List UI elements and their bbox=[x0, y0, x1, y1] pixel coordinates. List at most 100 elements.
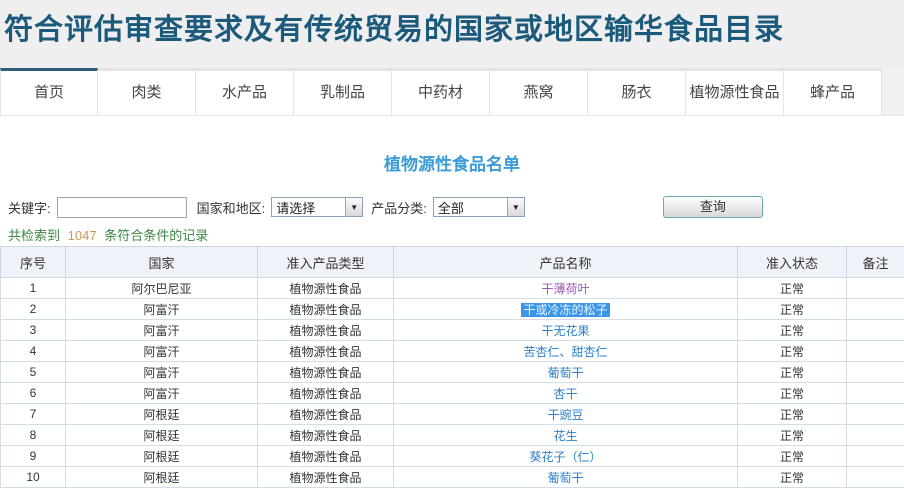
keyword-input[interactable] bbox=[56, 196, 187, 218]
product-link[interactable]: 杏干 bbox=[553, 387, 577, 401]
product-name: 杏干 bbox=[553, 386, 578, 401]
nav-tab-label: 水产品 bbox=[221, 84, 267, 101]
header-no: 序号 bbox=[0, 246, 66, 278]
chevron-down-icon[interactable]: ▼ bbox=[345, 198, 363, 216]
header-product: 产品名称 bbox=[393, 246, 738, 278]
product-name: 花生 bbox=[553, 428, 578, 443]
header-country: 国家 bbox=[65, 246, 258, 278]
keyword-label: 关键字: bbox=[8, 200, 51, 216]
nav-tab-label: 乳制品 bbox=[319, 84, 365, 101]
cell-status: 正常 bbox=[737, 298, 847, 320]
chevron-down-icon[interactable]: ▼ bbox=[506, 198, 524, 216]
nav-tab[interactable]: 蜂产品 bbox=[784, 68, 882, 115]
cell-type: 植物源性食品 bbox=[257, 424, 394, 446]
page-banner: 符合评估审查要求及有传统贸易的国家或地区输华食品目录 bbox=[0, 0, 904, 68]
product-link[interactable]: 葡萄干 bbox=[547, 471, 583, 485]
query-button[interactable]: 查询 bbox=[662, 196, 763, 218]
cell-no: 2 bbox=[0, 298, 66, 320]
cell-no: 5 bbox=[0, 361, 66, 383]
cell-no: 6 bbox=[0, 382, 66, 404]
nav-tab[interactable]: 乳制品 bbox=[294, 68, 392, 115]
cell-status: 正常 bbox=[737, 466, 847, 488]
section-title: 植物源性食品名单 bbox=[384, 155, 520, 174]
table-row: 5 阿富汗 植物源性食品 葡萄干 正常 bbox=[0, 361, 904, 383]
country-select-value: 请选择 bbox=[276, 200, 316, 216]
cell-status: 正常 bbox=[737, 277, 847, 299]
product-name: 葵花子（仁） bbox=[529, 449, 602, 464]
search-form: 关键字: 国家和地区: 请选择 ▼ 产品分类: 全部 ▼ 查询 bbox=[8, 196, 904, 218]
product-name: 葡萄干 bbox=[547, 470, 584, 485]
cell-type: 植物源性食品 bbox=[257, 277, 394, 299]
product-link[interactable]: 干或冷冻的松子 bbox=[521, 302, 610, 317]
nav-tab[interactable]: 中药材 bbox=[392, 68, 490, 115]
cell-status: 正常 bbox=[737, 340, 847, 362]
table-header: 序号 国家 准入产品类型 产品名称 准入状态 备注 bbox=[0, 246, 904, 278]
cell-country: 阿根廷 bbox=[65, 445, 258, 467]
cell-remark bbox=[846, 277, 904, 299]
nav-tab[interactable]: 肠衣 bbox=[588, 68, 686, 115]
nav-tab-label: 蜂产品 bbox=[809, 84, 855, 101]
cell-type: 植物源性食品 bbox=[257, 445, 394, 467]
cell-type: 植物源性食品 bbox=[257, 298, 394, 320]
cell-country: 阿根廷 bbox=[65, 424, 258, 446]
country-select[interactable]: 请选择 ▼ bbox=[271, 197, 364, 217]
nav-tab-label: 中药材 bbox=[417, 84, 463, 101]
product-link[interactable]: 干薄荷叶 bbox=[541, 282, 589, 296]
product-link[interactable]: 葵花子（仁） bbox=[529, 450, 601, 464]
nav-tab[interactable]: 肉类 bbox=[98, 68, 196, 115]
category-select[interactable]: 全部 ▼ bbox=[432, 197, 525, 217]
cell-product: 干薄荷叶 bbox=[393, 277, 738, 299]
table-row: 1 阿尔巴尼亚 植物源性食品 干薄荷叶 正常 bbox=[0, 277, 904, 299]
cell-country: 阿富汗 bbox=[65, 361, 258, 383]
nav-tab-label: 植物源性食品 bbox=[689, 84, 780, 101]
country-label: 国家和地区: bbox=[196, 200, 266, 216]
cell-product: 葵花子（仁） bbox=[393, 445, 738, 467]
category-select-value: 全部 bbox=[437, 200, 464, 216]
product-name: 苦杏仁、甜杏仁 bbox=[523, 344, 608, 359]
cell-type: 植物源性食品 bbox=[257, 319, 394, 341]
cell-type: 植物源性食品 bbox=[257, 466, 394, 488]
cell-product: 葡萄干 bbox=[393, 466, 738, 488]
cell-type: 植物源性食品 bbox=[257, 403, 394, 425]
nav-tab-label: 肉类 bbox=[131, 84, 162, 101]
nav-tab[interactable]: 首页 bbox=[0, 68, 98, 115]
nav-tab[interactable]: 水产品 bbox=[196, 68, 294, 115]
table-row: 8 阿根廷 植物源性食品 花生 正常 bbox=[0, 424, 904, 446]
nav-tab[interactable]: 植物源性食品 bbox=[686, 68, 784, 115]
result-summary-suffix: 条符合条件的记录 bbox=[104, 228, 209, 243]
product-link[interactable]: 苦杏仁、甜杏仁 bbox=[523, 345, 607, 359]
cell-type: 植物源性食品 bbox=[257, 361, 394, 383]
table-row: 2 阿富汗 植物源性食品 干或冷冻的松子 正常 bbox=[0, 298, 904, 320]
cell-remark bbox=[846, 298, 904, 320]
cell-product: 干或冷冻的松子 bbox=[393, 298, 738, 320]
cell-no: 1 bbox=[0, 277, 66, 299]
nav-tab-label: 首页 bbox=[33, 84, 64, 101]
cell-country: 阿富汗 bbox=[65, 382, 258, 404]
product-link[interactable]: 花生 bbox=[553, 429, 577, 443]
table-body: 1 阿尔巴尼亚 植物源性食品 干薄荷叶 正常 2 阿富汗 植物源性食品 干或冷冻… bbox=[0, 277, 904, 488]
cell-product: 葡萄干 bbox=[393, 361, 738, 383]
result-summary: 共检索到 1047 条符合条件的记录 bbox=[8, 225, 904, 243]
results-table: 序号 国家 准入产品类型 产品名称 准入状态 备注 1 阿尔巴尼亚 植物源性食品… bbox=[0, 246, 904, 488]
cell-country: 阿富汗 bbox=[65, 340, 258, 362]
product-name: 干薄荷叶 bbox=[541, 281, 590, 296]
cell-status: 正常 bbox=[737, 445, 847, 467]
cell-remark bbox=[846, 403, 904, 425]
product-link[interactable]: 干无花果 bbox=[541, 324, 589, 338]
product-link[interactable]: 干豌豆 bbox=[547, 408, 583, 422]
cell-no: 4 bbox=[0, 340, 66, 362]
nav-tab[interactable]: 燕窝 bbox=[490, 68, 588, 115]
product-link[interactable]: 葡萄干 bbox=[547, 366, 583, 380]
table-row: 7 阿根廷 植物源性食品 干豌豆 正常 bbox=[0, 403, 904, 425]
cell-type: 植物源性食品 bbox=[257, 382, 394, 404]
cell-remark bbox=[846, 382, 904, 404]
cell-no: 10 bbox=[0, 466, 66, 488]
nav-tab-label: 肠衣 bbox=[621, 84, 652, 101]
cell-product: 花生 bbox=[393, 424, 738, 446]
cell-no: 3 bbox=[0, 319, 66, 341]
cell-no: 7 bbox=[0, 403, 66, 425]
header-status: 准入状态 bbox=[737, 246, 847, 278]
cell-remark bbox=[846, 424, 904, 446]
cell-remark bbox=[846, 319, 904, 341]
result-count: 1047 bbox=[67, 228, 97, 243]
